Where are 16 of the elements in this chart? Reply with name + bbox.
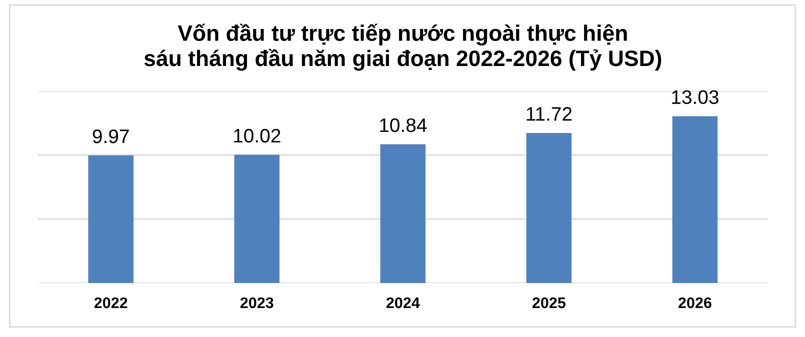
data-label: 10.02	[234, 128, 280, 143]
bar	[88, 155, 134, 284]
bar	[672, 116, 718, 284]
x-tick-label: 2026	[678, 297, 712, 308]
data-label: 9.97	[92, 129, 129, 144]
bar	[380, 144, 426, 284]
x-tick-label: 2022	[94, 297, 128, 308]
x-tick-label: 2025	[532, 297, 566, 308]
bar	[234, 154, 280, 284]
x-tick-label: 2024	[386, 297, 420, 308]
chart-title: Vốn đầu tư trực tiếp nước ngoài thực hiện sáu tháng đầu năm giai đoạn 2022-2026 (Tỷ USD)	[144, 24, 662, 71]
data-label: 11.72	[526, 107, 572, 121]
data-label: 10.84	[380, 118, 427, 132]
x-tick-label: 2023	[240, 297, 274, 308]
data-label: 13.03	[672, 90, 718, 104]
bar	[526, 132, 572, 284]
